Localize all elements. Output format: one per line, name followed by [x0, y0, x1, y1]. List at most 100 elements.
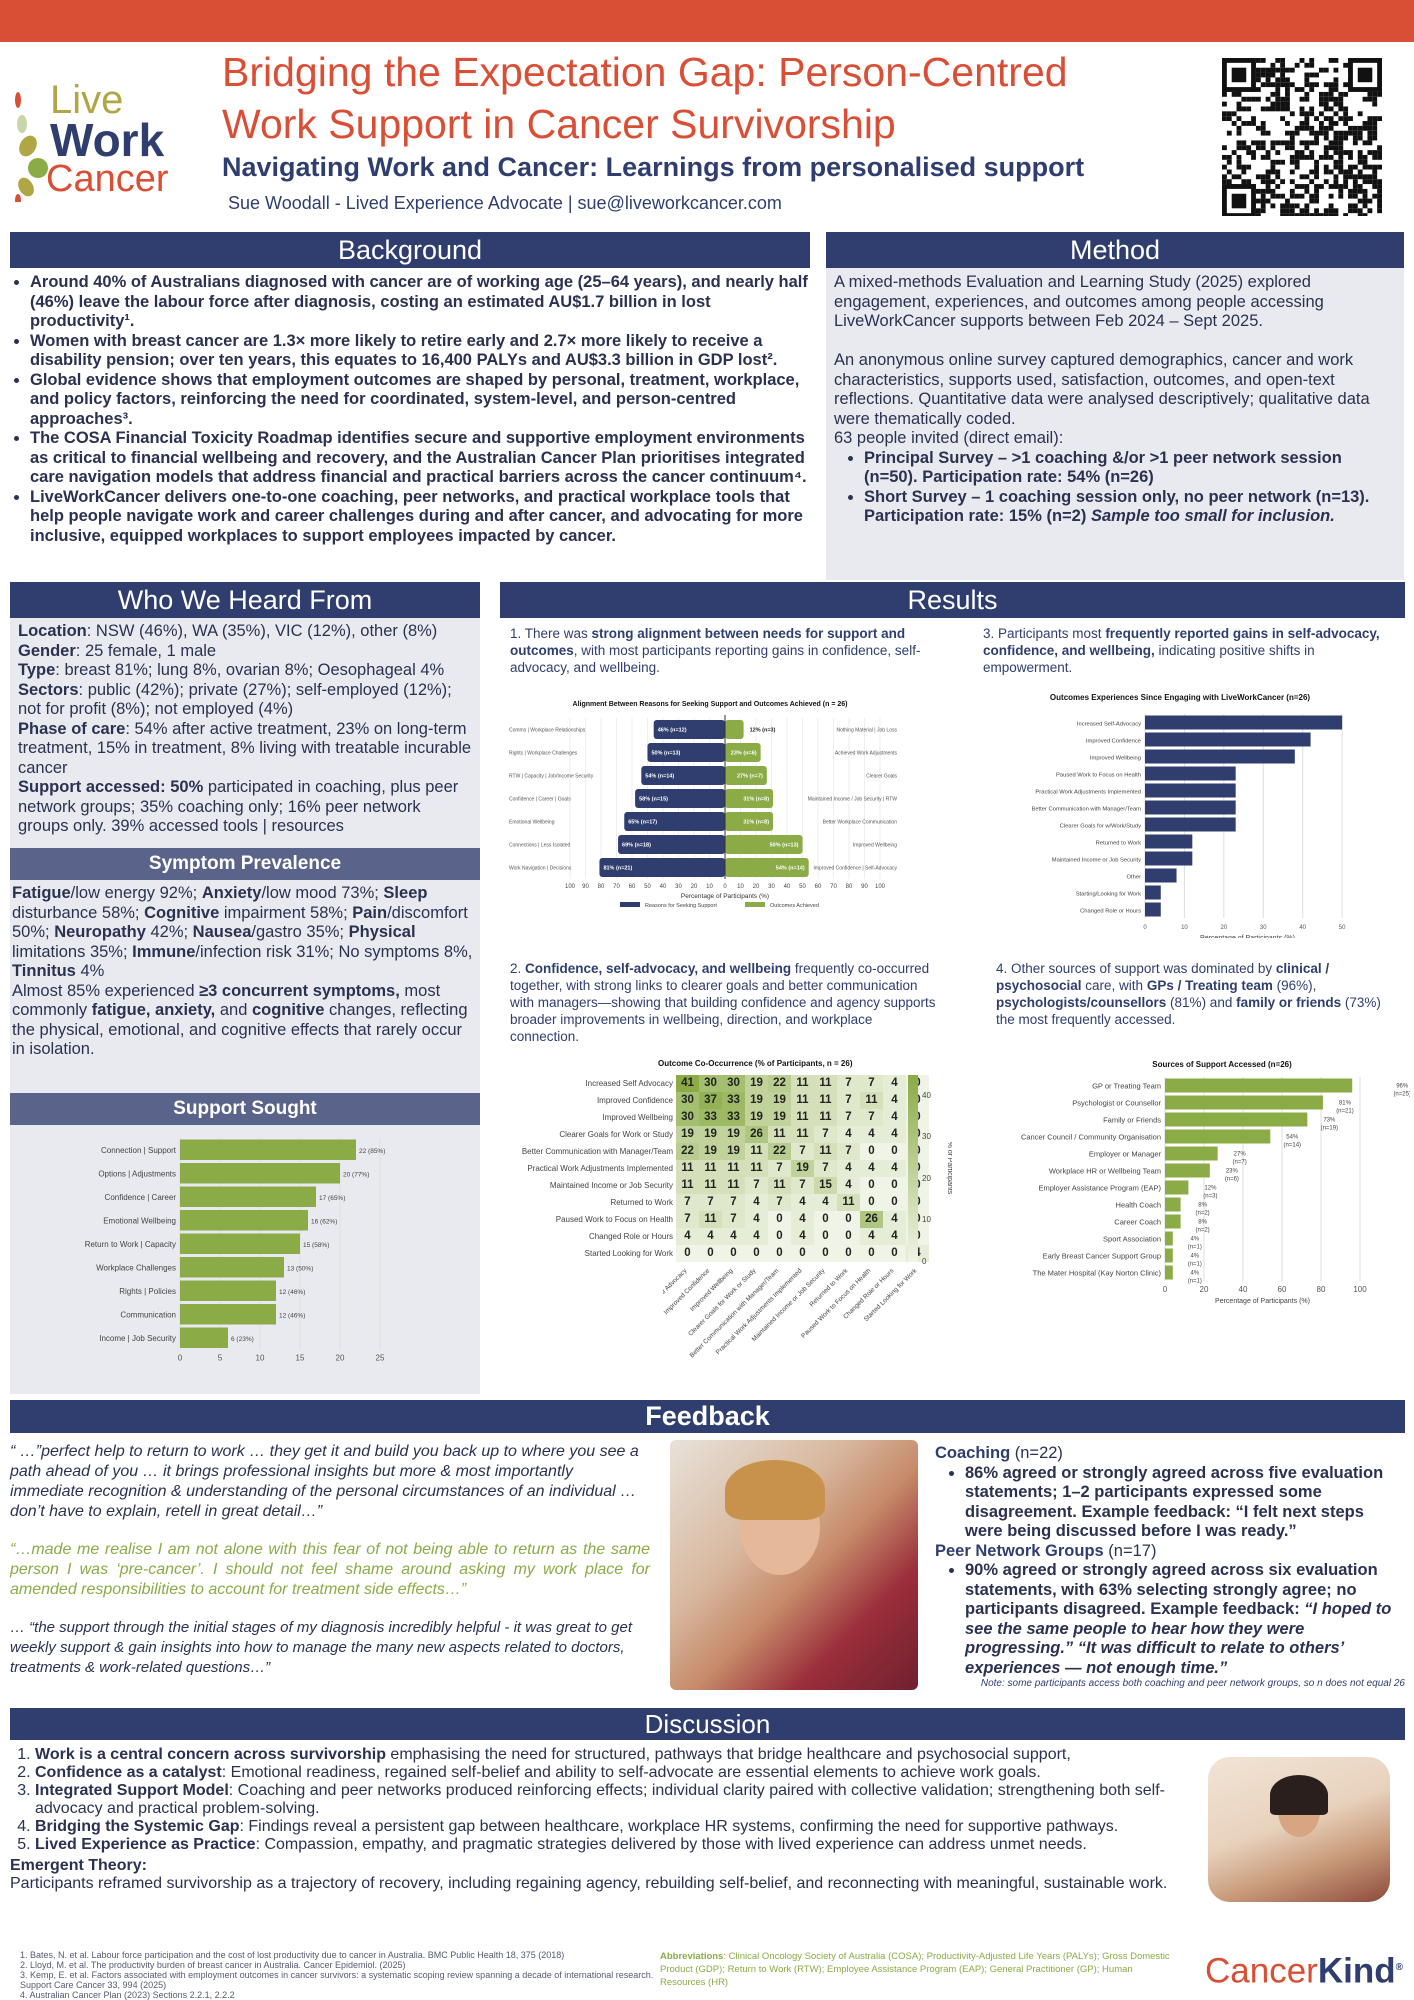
qr-module: [1367, 125, 1373, 131]
qr-module: [1309, 193, 1315, 199]
logo-cancer-word: Cancer: [1205, 1951, 1318, 1991]
text-segment: 3. Participants most: [983, 626, 1106, 641]
x-tick-label: 20: [691, 884, 698, 890]
row-label: Changed Role or Hours: [588, 1232, 673, 1241]
qr-module: [1246, 121, 1252, 126]
heatmap-cell: 4: [722, 1228, 745, 1245]
qr-module: [1377, 198, 1382, 204]
heatmap-cell: 19: [745, 1092, 768, 1109]
x-tick-label: 90: [582, 884, 589, 890]
category-label: Paused Work to Focus on Health: [1056, 773, 1141, 779]
coaching-feedback: 86% agreed or strongly agreed across fiv…: [965, 1464, 1405, 1542]
text-segment: Bridging the Systemic Gap: [35, 1818, 240, 1835]
bar: [1145, 834, 1193, 849]
qr-module: [1275, 193, 1281, 199]
text-segment: Confidence, self-advocacy, and wellbeing: [525, 961, 792, 976]
feedback-heading: Feedback: [10, 1400, 1405, 1433]
outcome-bar: [725, 720, 744, 739]
text-segment: emphasising the need for structured, pat…: [385, 1746, 1071, 1763]
heatmap-cell: 30: [699, 1075, 722, 1092]
bar: [1145, 868, 1177, 883]
qr-module: [1260, 188, 1266, 194]
text-segment: /low mood 73%;: [261, 884, 384, 902]
heatmap-cell: 0: [860, 1245, 883, 1262]
bar: [1165, 1248, 1173, 1263]
feedback-quotes: “ …”perfect help to return to work … the…: [10, 1442, 650, 1678]
qr-module: [1241, 121, 1247, 126]
data-label: (n=25): [1393, 1092, 1410, 1098]
category-label: Sport Association: [1103, 1235, 1161, 1244]
data-label: 4%: [1190, 1237, 1199, 1243]
qr-module: [1299, 184, 1305, 189]
category-label: Emotional Wellbeing: [509, 820, 555, 826]
category-label: Health Coach: [1116, 1201, 1161, 1210]
qr-module: [1333, 101, 1339, 107]
qr-module: [1226, 169, 1232, 175]
qr-module: [1328, 208, 1334, 214]
qr-module: [1314, 184, 1319, 189]
qr-module: [1343, 169, 1349, 175]
qr-module: [1372, 169, 1378, 175]
qr-module: [1255, 77, 1261, 83]
qr-module: [1231, 150, 1237, 155]
method-bullet-principal: Principal Survey – >1 coaching &/or >1 p…: [864, 449, 1396, 488]
qr-module: [1328, 58, 1334, 63]
qr-module: [1328, 140, 1334, 146]
x-tick-label: 50: [1339, 925, 1346, 931]
peer-n: (n=17): [1103, 1541, 1157, 1560]
qr-module: [1348, 154, 1353, 160]
heatmap-cell: 11: [791, 1109, 814, 1126]
qr-module: [1260, 198, 1266, 204]
qr-module: [1352, 174, 1358, 180]
method-invited: 63 people invited (direct email):: [834, 429, 1064, 447]
background-bullet: Women with breast cancer are 1.3× more l…: [30, 332, 810, 371]
text-segment: Confidence as a catalyst: [35, 1764, 222, 1781]
qr-module: [1314, 213, 1319, 216]
qr-module: [1236, 125, 1242, 131]
reason-bar: [618, 835, 725, 854]
text-segment: /low energy 92%;: [70, 884, 202, 902]
bar: [1145, 783, 1236, 798]
qr-module: [1333, 164, 1339, 170]
qr-module: [1323, 67, 1329, 73]
qr-module: [1260, 67, 1266, 73]
bar: [180, 1233, 300, 1254]
qr-module: [1260, 145, 1266, 151]
qr-finder: [1231, 67, 1247, 83]
qr-module: [1285, 198, 1290, 204]
text-segment: disturbance 58%;: [12, 903, 145, 922]
heatmap-cell: 7: [837, 1143, 860, 1160]
heatmap-cell: 7: [860, 1109, 883, 1126]
qr-module: [1285, 121, 1290, 126]
qr-module: [1309, 125, 1315, 131]
title-line-2: Work Support in Cancer Survivorship: [222, 101, 896, 147]
category-label: Maintained Income / Job Security | RTW: [808, 797, 898, 803]
qr-module: [1280, 159, 1286, 165]
qr-module: [1270, 179, 1276, 185]
qr-module: [1309, 58, 1315, 63]
qr-module: [1255, 140, 1261, 146]
heatmap-grid: 4130301922111177403037331919111171140303…: [676, 1075, 929, 1262]
qr-module: [1343, 116, 1349, 122]
qr-module: [1246, 179, 1252, 185]
category-label: Workplace Challenges: [96, 1263, 176, 1272]
qr-module: [1285, 213, 1290, 216]
data-label: (n=1): [1188, 1245, 1202, 1251]
x-tick-label: 0: [723, 884, 727, 890]
result-3-text: 3. Participants most frequently reported…: [983, 625, 1388, 676]
data-label: (n=1): [1188, 1262, 1202, 1268]
qr-module: [1314, 130, 1319, 136]
qr-module: [1304, 208, 1310, 214]
qr-module: [1289, 213, 1295, 216]
qr-module: [1246, 96, 1252, 102]
qr-module: [1338, 106, 1344, 112]
qr-code-icon[interactable]: [1222, 58, 1382, 216]
qr-module: [1318, 121, 1324, 126]
category-label: GP or Treating Team: [1092, 1082, 1161, 1091]
qr-module: [1318, 91, 1324, 97]
qr-module: [1255, 72, 1261, 78]
qr-module: [1275, 184, 1281, 189]
text-segment: : Emotional readiness, regained self-bel…: [221, 1764, 1041, 1781]
author-line: Sue Woodall - Lived Experience Advocate …: [228, 193, 782, 213]
qr-module: [1314, 193, 1319, 199]
